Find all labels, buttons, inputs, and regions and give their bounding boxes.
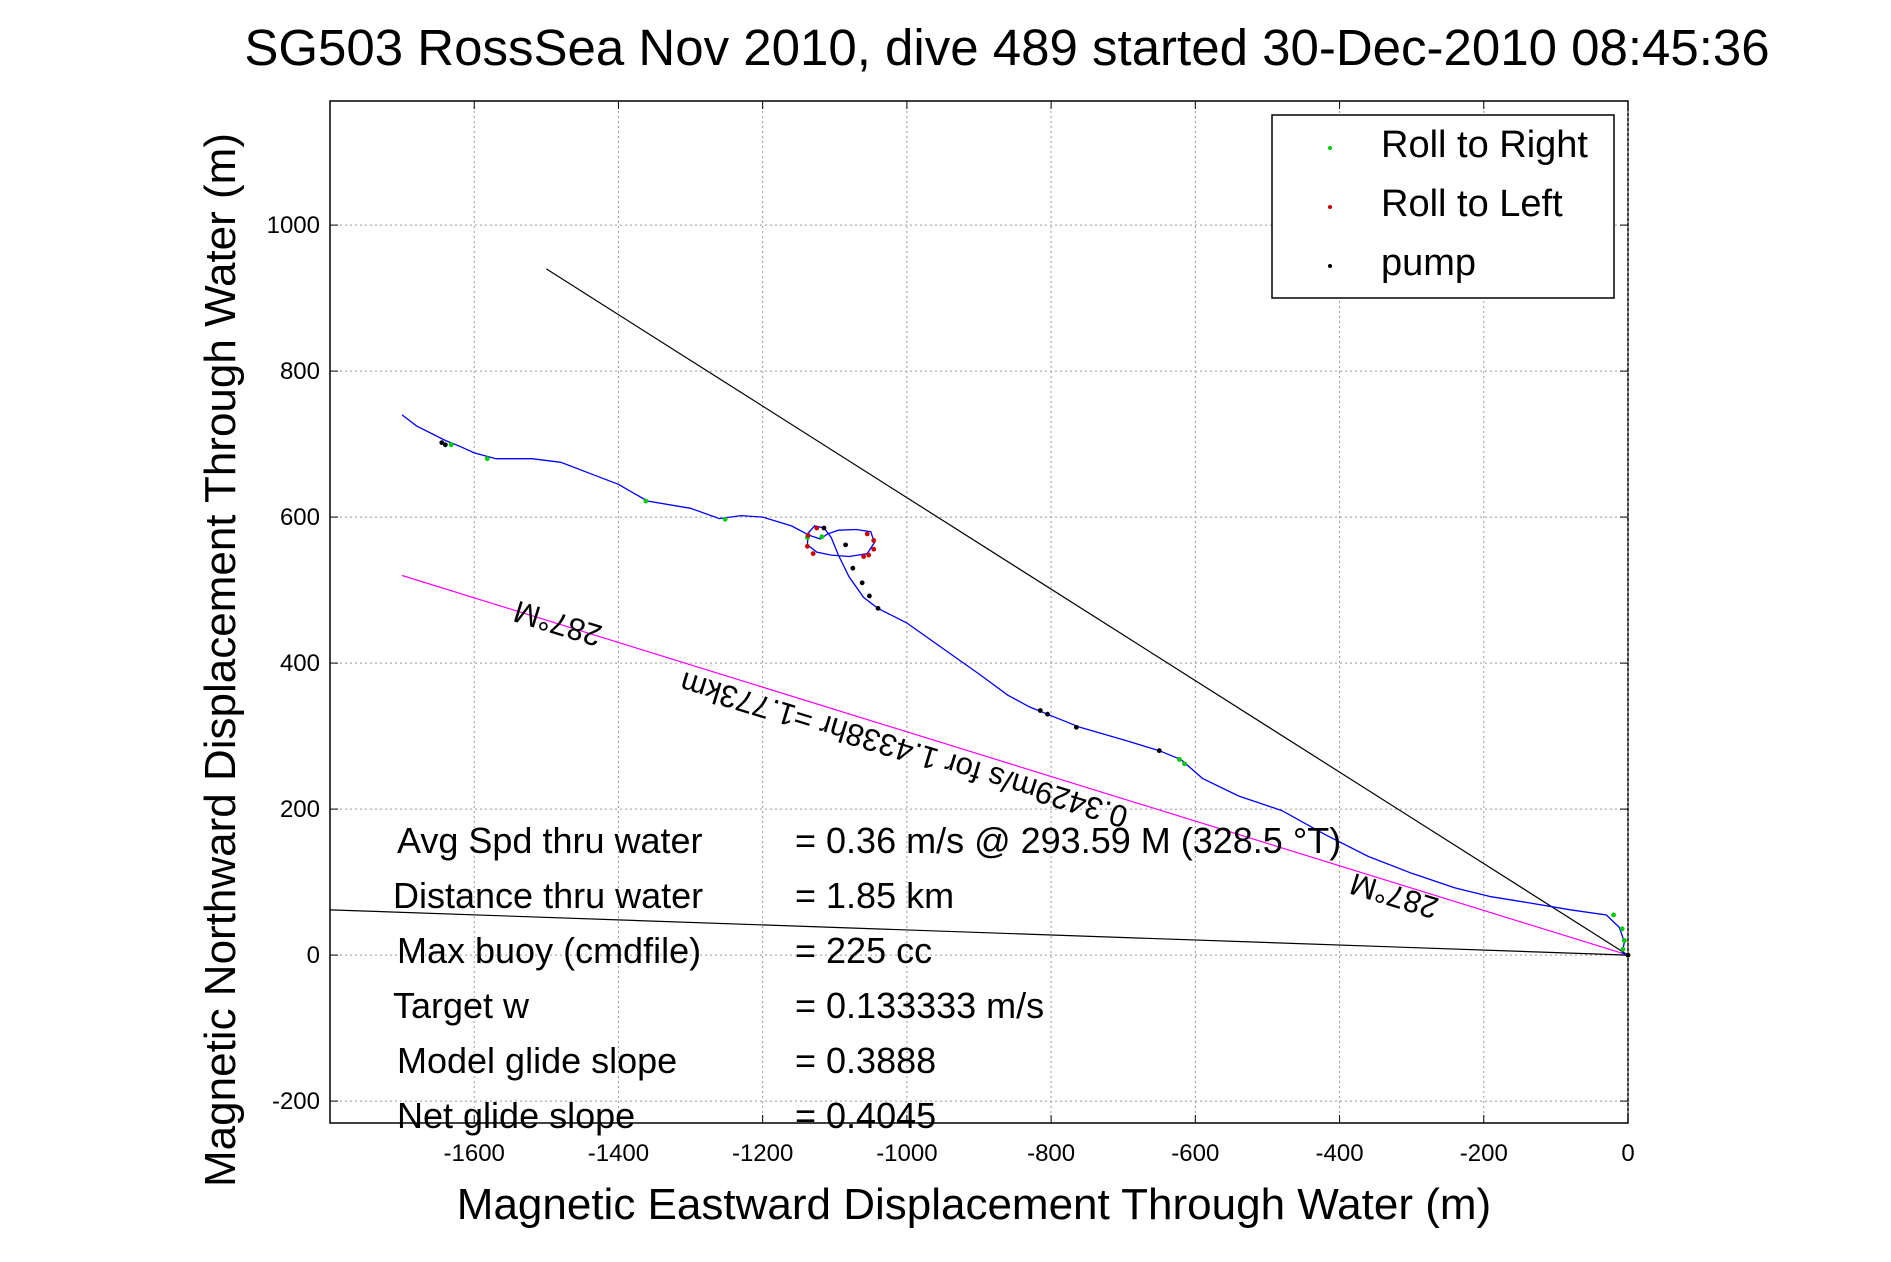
y-tick-label: 800 (280, 358, 320, 385)
y-axis-label: Magnetic Northward Displacement Through … (196, 133, 245, 1187)
stat-label: Distance thru water (393, 875, 703, 916)
y-tick-label: 200 (280, 796, 320, 823)
stat-label: Net glide slope (397, 1095, 635, 1136)
stat-label: Target w (393, 985, 530, 1026)
roll-left-point (805, 532, 811, 538)
marker-layer (439, 440, 1631, 958)
pump-point (1156, 748, 1162, 754)
x-tick-label: -1400 (588, 1140, 649, 1167)
y-tick-label: 0 (307, 942, 320, 969)
roll-right-point (1619, 926, 1625, 932)
reference-line (329, 909, 1629, 956)
y-tick-label: 600 (280, 504, 320, 531)
reference-lines (329, 268, 1629, 956)
stat-value: = 0.3888 (795, 1040, 936, 1081)
roll-right-point (484, 456, 490, 462)
roll-right-point (819, 534, 825, 540)
x-tick-label: 0 (1621, 1140, 1634, 1167)
legend-marker (1328, 264, 1332, 268)
roll-left-point (871, 538, 877, 543)
pump-point (866, 593, 872, 599)
stat-label: Model glide slope (397, 1040, 677, 1081)
pump-point (1073, 724, 1079, 730)
x-axis-label: Magnetic Eastward Displacement Through W… (457, 1180, 1491, 1229)
roll-left-point (814, 525, 820, 531)
pump-point (843, 542, 848, 548)
x-tick-label: -200 (1460, 1140, 1508, 1167)
legend-label: Roll to Right (1381, 124, 1588, 166)
pump-point (439, 440, 445, 446)
x-tick-label: -600 (1171, 1140, 1219, 1167)
stat-value: = 1.85 km (795, 875, 954, 916)
roll-left-point (804, 543, 810, 549)
roll-right-point (1611, 912, 1616, 918)
x-tick-label: -1600 (444, 1140, 505, 1167)
x-tick-label: -400 (1316, 1140, 1364, 1167)
y-tick-label: 1000 (267, 212, 320, 239)
y-tick-label: -200 (272, 1088, 320, 1115)
roll-right-point (1620, 946, 1626, 952)
pump-point (850, 565, 856, 571)
roll-left-point (871, 546, 877, 552)
legend: Roll to Right Roll to Left pump (1271, 114, 1615, 299)
reference-line (546, 268, 1629, 956)
x-axis-ticks: -1600 -1400 -1200 -1000 -800 -600 -400 -200 0 (444, 101, 1635, 1167)
pump-point (1037, 708, 1043, 713)
x-tick-label: -1000 (876, 1140, 937, 1167)
legend-marker (1328, 205, 1332, 209)
reference-line (401, 574, 1629, 956)
roll-right-point (1177, 757, 1182, 762)
stat-label: Avg Spd thru water (397, 820, 703, 861)
stat-value: = 0.4045 (795, 1095, 936, 1136)
chart-title: SG503 RossSea Nov 2010, dive 489 started… (244, 19, 1769, 76)
x-tick-label: -800 (1027, 1140, 1075, 1167)
roll-right-point (448, 442, 454, 448)
roll-left-point (810, 551, 816, 556)
pump-point (821, 525, 827, 531)
roll-left-point (864, 531, 870, 537)
roll-right-point (722, 516, 728, 522)
legend-label: Roll to Left (1381, 183, 1563, 225)
y-axis-ticks: -200 0 200 400 600 800 1000 (267, 212, 1628, 1115)
legend-label: pump (1381, 242, 1476, 284)
x-tick-label: -1200 (732, 1140, 793, 1167)
roll-right-point (643, 498, 649, 504)
stat-value: = 0.36 m/s @ 293.59 M (328.5 °T) (795, 820, 1341, 861)
stats-block: Avg Spd thru water = 0.36 m/s @ 293.59 M … (393, 820, 1341, 1136)
legend-marker (1328, 146, 1332, 150)
roll-right-point (1621, 938, 1627, 943)
roll-right-point (1182, 761, 1187, 767)
pump-point (875, 605, 881, 611)
roll-left-point (866, 552, 872, 558)
pump-point (442, 442, 448, 448)
pump-point (1045, 711, 1050, 717)
y-tick-label: 400 (280, 650, 320, 677)
pump-point (859, 580, 865, 586)
stat-value: = 225 cc (795, 930, 932, 971)
stat-label: Max buoy (cmdfile) (397, 930, 701, 971)
stat-value: = 0.133333 m/s (795, 985, 1044, 1026)
roll-left-point (861, 554, 867, 559)
